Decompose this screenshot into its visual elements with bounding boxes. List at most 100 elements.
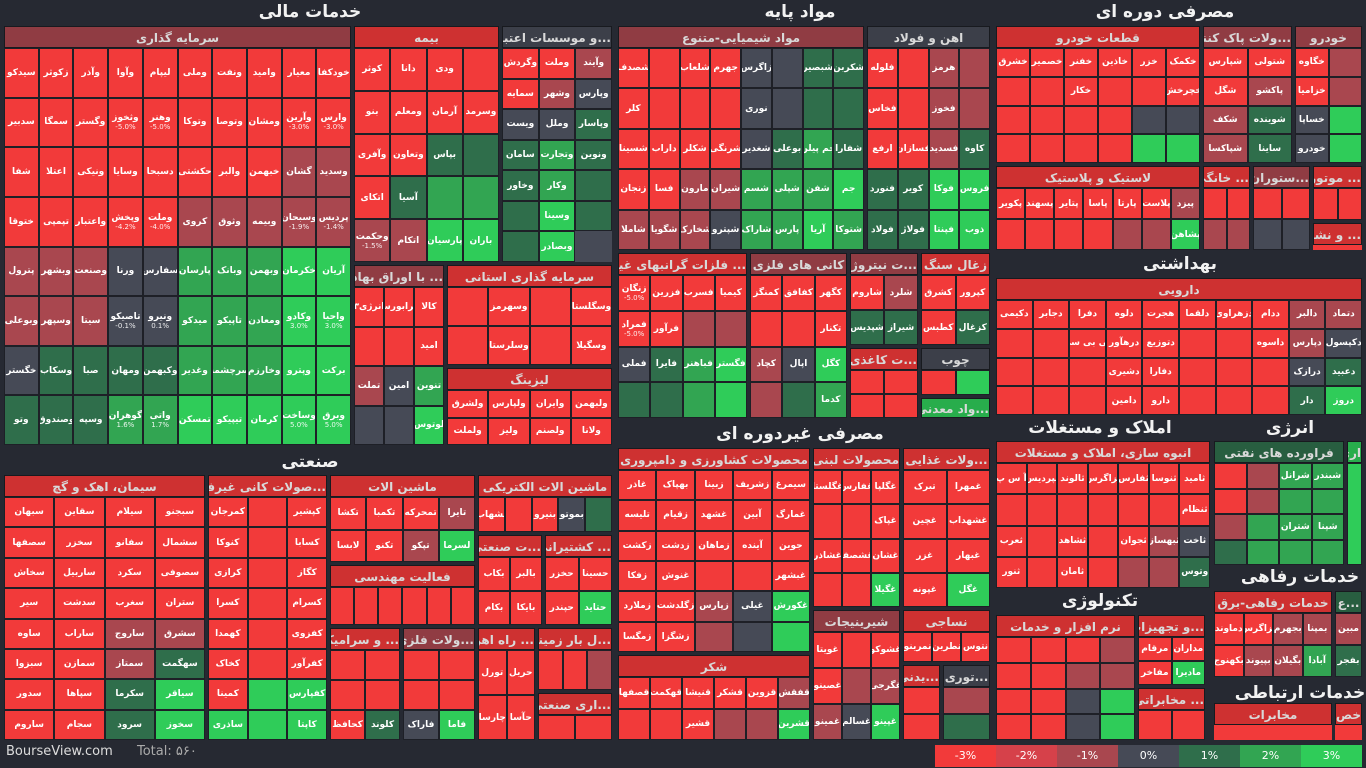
stock-cell[interactable]: خودرو bbox=[1295, 134, 1329, 163]
stock-cell[interactable]: زماهان bbox=[694, 530, 734, 561]
group-header[interactable]: ...یدنی bbox=[903, 665, 940, 687]
stock-cell[interactable] bbox=[694, 621, 734, 652]
industry-group[interactable]: ...ستوران bbox=[1253, 166, 1310, 250]
stock-cell[interactable]: وصنعت bbox=[73, 246, 109, 297]
stock-cell[interactable] bbox=[1026, 525, 1058, 557]
stock-cell[interactable]: وگردش bbox=[502, 48, 539, 79]
stock-cell[interactable]: ساینا bbox=[1247, 134, 1292, 163]
stock-cell[interactable] bbox=[1030, 76, 1064, 106]
industry-group[interactable]: خص bbox=[1335, 703, 1362, 740]
stock-cell[interactable] bbox=[1065, 714, 1101, 740]
industry-group[interactable]: شکر قصفها قهکمت قنیشا قشکر قزوین قفقش قشیر قشرین bbox=[618, 655, 810, 740]
stock-cell[interactable]: وسلرستا bbox=[488, 326, 530, 365]
stock-cell[interactable] bbox=[447, 287, 489, 326]
stock-cell[interactable] bbox=[1054, 219, 1084, 250]
industry-group[interactable]: ...صولات کانی غیرفلزی کمرجان کپشیر کنوکا کسا… bbox=[208, 475, 327, 740]
stock-cell[interactable] bbox=[1252, 357, 1289, 387]
stock-cell[interactable]: کشرق bbox=[921, 275, 956, 310]
stock-cell[interactable] bbox=[1311, 488, 1344, 514]
stock-cell[interactable]: سیاقر bbox=[154, 679, 205, 710]
stock-cell[interactable]: شاروم bbox=[850, 275, 884, 310]
stock-cell[interactable] bbox=[714, 310, 747, 347]
stock-cell[interactable] bbox=[426, 176, 463, 220]
stock-cell[interactable] bbox=[365, 680, 400, 710]
group-header[interactable]: ...توری bbox=[943, 665, 990, 687]
stock-cell[interactable]: تاصیکو -0.1% bbox=[108, 296, 143, 346]
stock-cell[interactable]: لابسا bbox=[330, 529, 367, 562]
stock-cell[interactable]: وغدیر bbox=[177, 345, 213, 396]
stock-cell[interactable] bbox=[813, 572, 842, 607]
stock-cell[interactable]: زکوثر bbox=[38, 48, 74, 98]
group-header[interactable]: چوب bbox=[921, 348, 990, 370]
industry-group[interactable]: شیرینیجات غویتا غشوکو غصینو غگرجی غمینوغسالمغ… bbox=[813, 610, 900, 740]
stock-cell[interactable]: دزهراوی bbox=[1215, 300, 1253, 329]
stock-cell[interactable] bbox=[1030, 714, 1066, 740]
industry-group[interactable]: بیمه کوثر دانا ودی بنو ومعلم آرمان وسرمد وآفری وت… bbox=[354, 26, 499, 262]
stock-cell[interactable]: کفپارس bbox=[287, 679, 327, 710]
stock-cell[interactable]: دالبر bbox=[1288, 300, 1326, 329]
stock-cell[interactable] bbox=[1030, 662, 1066, 689]
stock-cell[interactable]: اتکام bbox=[390, 219, 427, 262]
stock-cell[interactable]: واحیا 3.0% bbox=[316, 296, 351, 346]
stock-cell[interactable]: پاسا bbox=[1083, 188, 1113, 219]
stock-cell[interactable]: شلرد bbox=[884, 275, 918, 310]
stock-cell[interactable]: مفاخر bbox=[1138, 661, 1172, 685]
stock-cell[interactable]: کمنگز bbox=[750, 275, 783, 311]
stock-cell[interactable] bbox=[384, 326, 414, 366]
stock-cell[interactable] bbox=[1132, 134, 1166, 163]
stock-cell[interactable]: غپاک bbox=[871, 504, 900, 539]
industry-group[interactable]: ... و نشر bbox=[1313, 223, 1362, 250]
group-header[interactable]: ...و تجهیزات bbox=[1138, 615, 1205, 637]
stock-cell[interactable] bbox=[682, 310, 715, 347]
stock-cell[interactable] bbox=[1226, 219, 1250, 250]
group-header[interactable]: نساجی bbox=[903, 610, 990, 632]
stock-cell[interactable]: فملی bbox=[618, 346, 651, 383]
group-header[interactable]: لیزینگ bbox=[447, 368, 612, 390]
stock-cell[interactable]: تملت bbox=[354, 366, 384, 406]
group-header[interactable]: خص bbox=[1335, 703, 1362, 725]
stock-cell[interactable]: تپمپی bbox=[38, 196, 74, 247]
stock-cell[interactable] bbox=[750, 382, 783, 418]
stock-cell[interactable]: پسهند bbox=[1025, 188, 1055, 219]
stock-cell[interactable]: وخارزم bbox=[246, 345, 282, 396]
stock-cell[interactable]: غگیلا bbox=[871, 572, 900, 607]
stock-cell[interactable] bbox=[1030, 637, 1066, 663]
stock-cell[interactable]: صبا bbox=[73, 345, 109, 396]
stock-cell[interactable]: وامید bbox=[246, 48, 282, 98]
stock-cell[interactable]: دعبید bbox=[1325, 357, 1362, 387]
stock-cell[interactable] bbox=[1215, 328, 1253, 358]
stock-cell[interactable] bbox=[679, 88, 711, 129]
stock-cell[interactable] bbox=[1279, 488, 1312, 514]
stock-cell[interactable]: وساخت 5.0% bbox=[281, 395, 317, 445]
stock-cell[interactable]: کطبس bbox=[921, 310, 956, 345]
stock-cell[interactable] bbox=[384, 405, 414, 445]
stock-cell[interactable]: فروس bbox=[959, 169, 990, 210]
stock-cell[interactable] bbox=[996, 662, 1031, 689]
stock-cell[interactable]: ساذری bbox=[208, 709, 248, 740]
stock-cell[interactable]: شفن bbox=[802, 169, 834, 210]
group-header[interactable]: ...ولات فلزی bbox=[403, 628, 475, 650]
stock-cell[interactable]: وخاور bbox=[502, 170, 539, 201]
stock-cell[interactable] bbox=[426, 587, 451, 625]
stock-cell[interactable]: درهآور bbox=[1105, 328, 1143, 358]
stock-cell[interactable] bbox=[529, 326, 571, 365]
stock-cell[interactable]: شغدیر bbox=[741, 128, 772, 170]
stock-cell[interactable]: ولشرق bbox=[447, 390, 489, 418]
stock-cell[interactable]: دار bbox=[1288, 386, 1326, 415]
stock-cell[interactable]: وهنر -5.0% bbox=[142, 97, 178, 148]
group-header[interactable]: ... مخابراتی bbox=[1138, 688, 1205, 710]
stock-cell[interactable]: فزرین bbox=[650, 275, 683, 311]
stock-cell[interactable]: پارسان bbox=[177, 246, 213, 297]
stock-cell[interactable]: تلیسه bbox=[618, 500, 657, 531]
stock-cell[interactable]: تکمبا bbox=[366, 497, 403, 530]
stock-cell[interactable] bbox=[996, 357, 1033, 387]
stock-cell[interactable]: آسیا bbox=[390, 176, 427, 220]
stock-cell[interactable]: وملت bbox=[538, 48, 576, 79]
stock-cell[interactable]: غکورش bbox=[771, 591, 810, 622]
industry-group[interactable]: ...یدنی bbox=[903, 665, 940, 740]
stock-cell[interactable]: وپخش -4.2% bbox=[108, 196, 143, 247]
stock-cell[interactable]: کسرا bbox=[208, 588, 248, 619]
stock-cell[interactable] bbox=[1328, 48, 1362, 77]
stock-cell[interactable] bbox=[959, 48, 990, 89]
stock-cell[interactable]: زگلدشت bbox=[656, 591, 695, 622]
